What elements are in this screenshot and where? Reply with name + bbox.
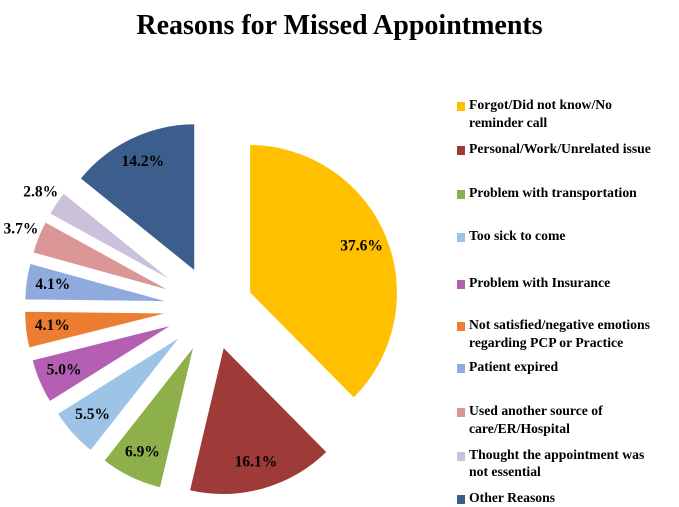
- svg-text:5.0%: 5.0%: [47, 362, 82, 379]
- svg-text:6.9%: 6.9%: [125, 444, 160, 461]
- svg-text:3.7%: 3.7%: [3, 221, 38, 238]
- svg-text:5.5%: 5.5%: [75, 406, 110, 423]
- svg-text:4.1%: 4.1%: [35, 276, 70, 293]
- svg-text:2.8%: 2.8%: [23, 183, 58, 200]
- svg-text:16.1%: 16.1%: [235, 454, 278, 471]
- svg-text:14.2%: 14.2%: [121, 153, 164, 170]
- svg-text:37.6%: 37.6%: [340, 237, 383, 254]
- svg-text:4.1%: 4.1%: [35, 317, 70, 334]
